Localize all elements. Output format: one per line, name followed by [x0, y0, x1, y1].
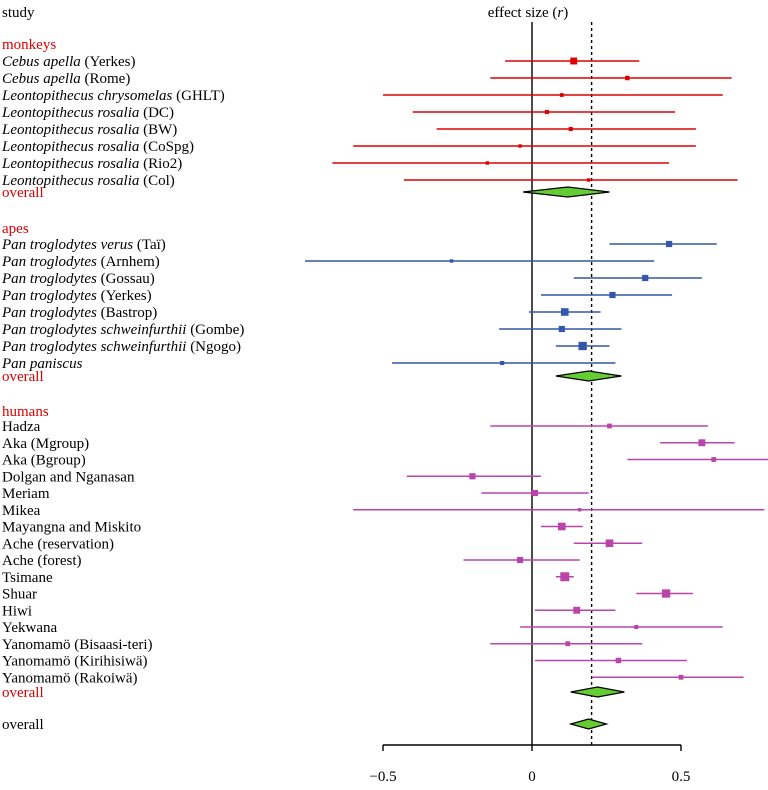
point-estimate-apes	[560, 308, 569, 316]
study-label: Pan troglodytes (Gossau)	[1, 271, 155, 287]
point-estimate-monkeys	[518, 144, 522, 148]
point-estimate-monkeys	[544, 109, 549, 115]
point-estimate-humans	[573, 606, 581, 614]
point-estimate-apes	[665, 240, 673, 248]
study-label: Leontopithecus rosalia (CoSpg)	[1, 139, 194, 155]
study-label: Pan troglodytes verus (Taï)	[1, 237, 166, 253]
point-estimate-monkeys	[586, 178, 591, 182]
study-label: Pan paniscus	[1, 356, 83, 372]
study-label: Leontopithecus rosalia (Col)	[1, 173, 175, 189]
point-estimate-monkeys	[485, 161, 489, 165]
study-label: Pan troglodytes (Bastrop)	[1, 305, 157, 321]
study-label: Yanomamö (Kirihisiwä)	[2, 654, 148, 670]
point-estimate-humans	[607, 423, 612, 429]
study-label: Meriam	[2, 486, 50, 502]
study-label: Hadza	[2, 419, 41, 435]
point-estimate-humans	[634, 624, 639, 630]
point-estimate-humans	[577, 508, 582, 512]
point-estimate-apes	[642, 274, 649, 282]
overall-label-humans: overall	[2, 685, 44, 701]
point-estimate-humans	[678, 674, 684, 680]
point-estimate-apes	[609, 291, 616, 299]
study-label: Pan troglodytes (Yerkes)	[1, 288, 152, 304]
grand-overall-diamond	[568, 718, 609, 730]
group-heading-humans: humans	[2, 404, 49, 420]
point-estimate-humans	[516, 556, 524, 564]
study-label: Mayangna and Miskito	[2, 520, 141, 536]
study-label: Hiwi	[2, 603, 32, 619]
study-label: Dolgan and Nganasan	[2, 469, 135, 485]
study-label: Pan troglodytes schweinfurthii (Ngogo)	[1, 339, 241, 355]
point-estimate-humans	[560, 572, 570, 582]
overall-diamond-humans	[570, 686, 625, 698]
study-label: Aka (Mgroup)	[2, 436, 89, 452]
study-label: Ache (reservation)	[2, 536, 114, 552]
study-label: Shuar	[2, 587, 37, 603]
point-estimate-humans	[565, 641, 571, 647]
point-estimate-humans	[661, 589, 671, 598]
x-tick-label: −0.5	[369, 769, 396, 785]
study-label: Aka (Bgroup)	[2, 453, 86, 469]
point-estimate-humans	[615, 657, 622, 664]
overall-label-apes: overall	[2, 369, 44, 385]
point-estimate-humans	[469, 473, 476, 480]
point-estimate-monkeys	[570, 57, 578, 65]
study-label: Mikea	[2, 503, 41, 519]
study-label: Leontopithecus chrysomelas (GHLT)	[1, 88, 225, 104]
point-estimate-monkeys	[559, 93, 564, 97]
point-estimate-apes	[449, 259, 454, 263]
point-estimate-monkeys	[568, 126, 573, 132]
point-estimate-humans	[605, 539, 614, 548]
study-label: Yekwana	[2, 620, 57, 636]
header-effect-size: effect size (r)	[488, 5, 569, 21]
point-estimate-apes	[558, 325, 565, 333]
study-label: Pan troglodytes schweinfurthii (Gombe)	[1, 322, 244, 338]
overall-diamond-apes	[555, 370, 622, 382]
x-tick-label: 0.5	[672, 769, 691, 785]
x-tick-label: 0	[528, 769, 536, 785]
study-label: Cebus apella (Yerkes)	[2, 54, 135, 70]
grand-overall-label: overall	[2, 717, 44, 733]
overall-label-monkeys: overall	[2, 185, 44, 201]
study-label: Yanomamö (Rakoiwä)	[2, 670, 138, 686]
study-label: Leontopithecus rosalia (BW)	[1, 122, 177, 138]
point-estimate-monkeys	[625, 75, 630, 81]
point-estimate-humans	[531, 489, 539, 497]
overall-diamond-monkeys	[522, 186, 610, 198]
point-estimate-humans	[711, 457, 717, 462]
point-estimate-apes	[578, 341, 587, 351]
point-estimate-apes	[500, 360, 505, 366]
group-heading-monkeys: monkeys	[2, 37, 56, 53]
group-heading-apes: apes	[2, 221, 29, 237]
study-label: Tsimane	[2, 570, 53, 586]
study-label: Leontopithecus rosalia (DC)	[1, 105, 174, 121]
point-estimate-humans	[698, 439, 706, 447]
study-label: Pan troglodytes (Arnhem)	[1, 254, 160, 270]
study-label: Leontopithecus rosalia (Rio2)	[1, 156, 182, 172]
study-label: Yanomamö (Bisaasi-teri)	[2, 637, 153, 653]
study-label: Ache (forest)	[2, 553, 82, 569]
point-estimate-humans	[558, 522, 566, 531]
header-study: study	[2, 5, 35, 21]
study-label: Cebus apella (Rome)	[2, 71, 130, 87]
